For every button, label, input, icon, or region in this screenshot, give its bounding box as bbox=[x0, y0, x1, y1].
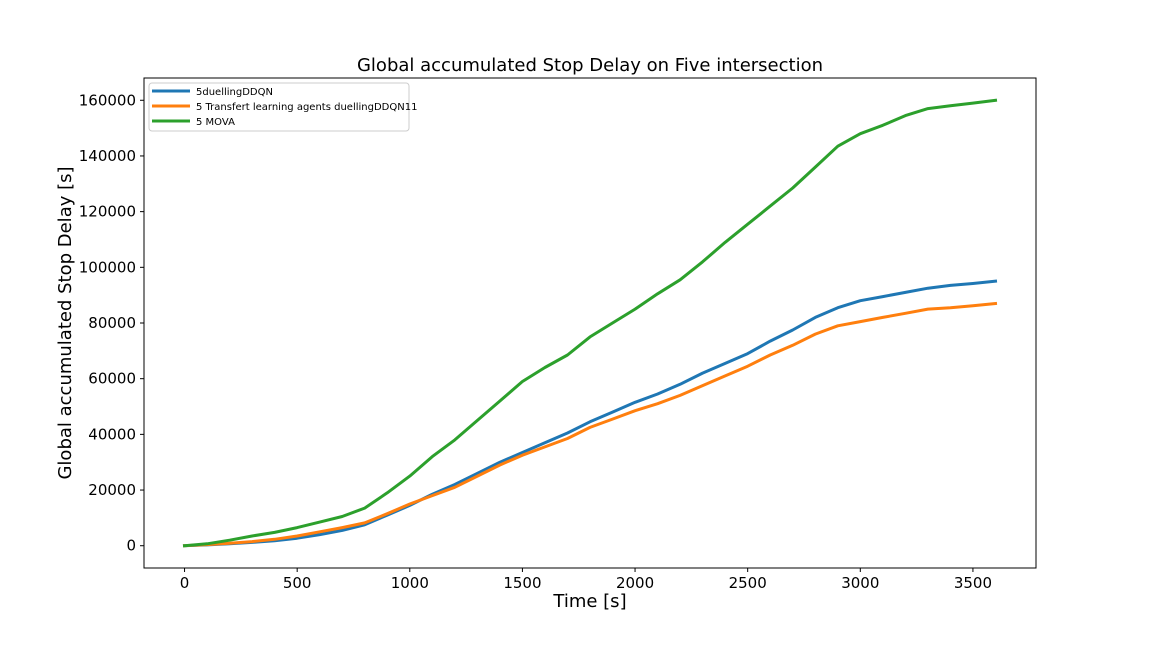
plot-frame bbox=[143, 77, 1037, 569]
x-tick-label-2: 1000 bbox=[391, 574, 429, 592]
x-tick-label-1: 500 bbox=[283, 574, 312, 592]
x-tick-label-5: 2500 bbox=[729, 574, 767, 592]
x-tick-label-7: 3500 bbox=[954, 574, 992, 592]
y-tick-label-8: 160000 bbox=[79, 91, 136, 109]
y-tick-label-3: 60000 bbox=[88, 370, 136, 388]
legend-label-1: 5 Transfert learning agents duellingDDQN… bbox=[196, 102, 417, 113]
y-tick-label-4: 80000 bbox=[88, 314, 136, 332]
x-tick-label-3: 1500 bbox=[503, 574, 541, 592]
x-tick-label-0: 0 bbox=[180, 574, 190, 592]
y-tick-label-7: 140000 bbox=[79, 147, 136, 165]
y-axis-label: Global accumulated Stop Delay [s] bbox=[55, 166, 76, 479]
legend-label-2: 5 MOVA bbox=[196, 117, 235, 128]
legend-label-0: 5duellingDDQN bbox=[196, 87, 273, 98]
y-tick-label-5: 100000 bbox=[79, 258, 136, 276]
series-line-2 bbox=[182, 98, 998, 548]
legend-box bbox=[148, 82, 410, 132]
x-tick-label-4: 2000 bbox=[616, 574, 654, 592]
axis-ticks: 0 500 1000 1500 2000 2500 3000 3500 0 20000 40000 6… bbox=[79, 91, 992, 592]
y-tick-label-2: 40000 bbox=[88, 425, 136, 443]
x-axis-label: Time [s] bbox=[552, 591, 626, 612]
x-tick-label-6: 3000 bbox=[841, 574, 879, 592]
y-tick-label-0: 0 bbox=[126, 537, 136, 555]
legend: 5duellingDDQN 5 Transfert learning agents… bbox=[148, 82, 417, 132]
y-tick-label-6: 120000 bbox=[79, 203, 136, 221]
chart-title: Global accumulated Stop Delay on Five in… bbox=[357, 55, 823, 76]
series-line-0 bbox=[182, 279, 998, 548]
y-tick-label-1: 20000 bbox=[88, 481, 136, 499]
series-layer bbox=[182, 98, 998, 548]
series-line-1 bbox=[182, 301, 998, 548]
